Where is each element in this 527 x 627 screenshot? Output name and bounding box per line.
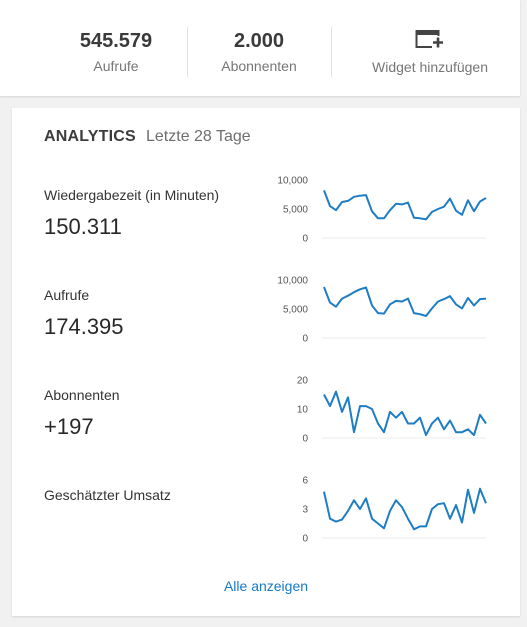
subscribers-metric-value: +197: [44, 414, 94, 439]
series-line: [323, 190, 487, 221]
analytics-card: ANALYTICS Letzte 28 Tage Wiedergabezeit …: [12, 108, 520, 616]
sparkline-svg: 10,000 5,000 0: [277, 176, 487, 245]
subscribers-sparkline[interactable]: 20 10 0: [272, 372, 492, 446]
analytics-title: ANALYTICS: [44, 128, 136, 145]
analytics-period: Letzte 28 Tage: [146, 128, 251, 145]
subscribers-count: 2.000: [233, 30, 285, 52]
tick-label: 6: [302, 476, 308, 487]
views-count: 545.579: [79, 30, 153, 52]
tick-label: 10,000: [277, 176, 308, 187]
subscribers-metric-label: Abonnenten: [44, 387, 120, 403]
tick-label: 0: [302, 534, 308, 545]
sparkline-svg: 10,000 5,000 0: [277, 276, 487, 345]
watchtime-value: 150.311: [44, 214, 122, 239]
views-stat[interactable]: 545.579 Aufrufe: [64, 28, 168, 76]
add-widget-label: Widget hinzufügen: [372, 59, 488, 75]
views-metric-value: 174.395: [44, 314, 124, 339]
tick-label: 10: [297, 405, 309, 416]
sparkline-svg: 20 10 0: [297, 376, 487, 445]
tick-label: 0: [302, 234, 308, 245]
tick-label: 3: [302, 505, 308, 516]
revenue-sparkline[interactable]: 6 3 0: [272, 472, 492, 546]
tick-label: 0: [302, 434, 308, 445]
series-line: [323, 487, 487, 531]
tick-label: 5,000: [283, 305, 308, 316]
tick-label: 0: [302, 334, 308, 345]
divider: [331, 27, 332, 77]
watchtime-label: Wiedergabezeit (in Minuten): [44, 187, 220, 203]
subscribers-label: Abonnenten: [221, 58, 297, 74]
sparkline-svg: 6 3 0: [302, 476, 487, 545]
add-widget-button[interactable]: Widget hinzufügen: [352, 26, 508, 80]
subscribers-stat[interactable]: 2.000 Abonnenten: [208, 28, 310, 76]
channel-stats-card: 545.579 Aufrufe 2.000 Abonnenten Widget …: [0, 0, 520, 96]
revenue-label: Geschätzter Umsatz: [44, 487, 171, 503]
add-widget-icon: [415, 30, 445, 49]
tick-label: 20: [297, 376, 309, 387]
views-metric-label: Aufrufe: [44, 287, 90, 303]
views-sparkline[interactable]: 10,000 5,000 0: [272, 272, 492, 346]
series-line: [323, 286, 487, 317]
watchtime-sparkline[interactable]: 10,000 5,000 0: [272, 172, 492, 246]
tick-label: 5,000: [283, 205, 308, 216]
divider: [187, 27, 188, 77]
series-line: [323, 390, 487, 437]
tick-label: 10,000: [277, 276, 308, 287]
views-label: Aufrufe: [93, 58, 139, 74]
see-all-link[interactable]: Alle anzeigen: [223, 578, 309, 594]
